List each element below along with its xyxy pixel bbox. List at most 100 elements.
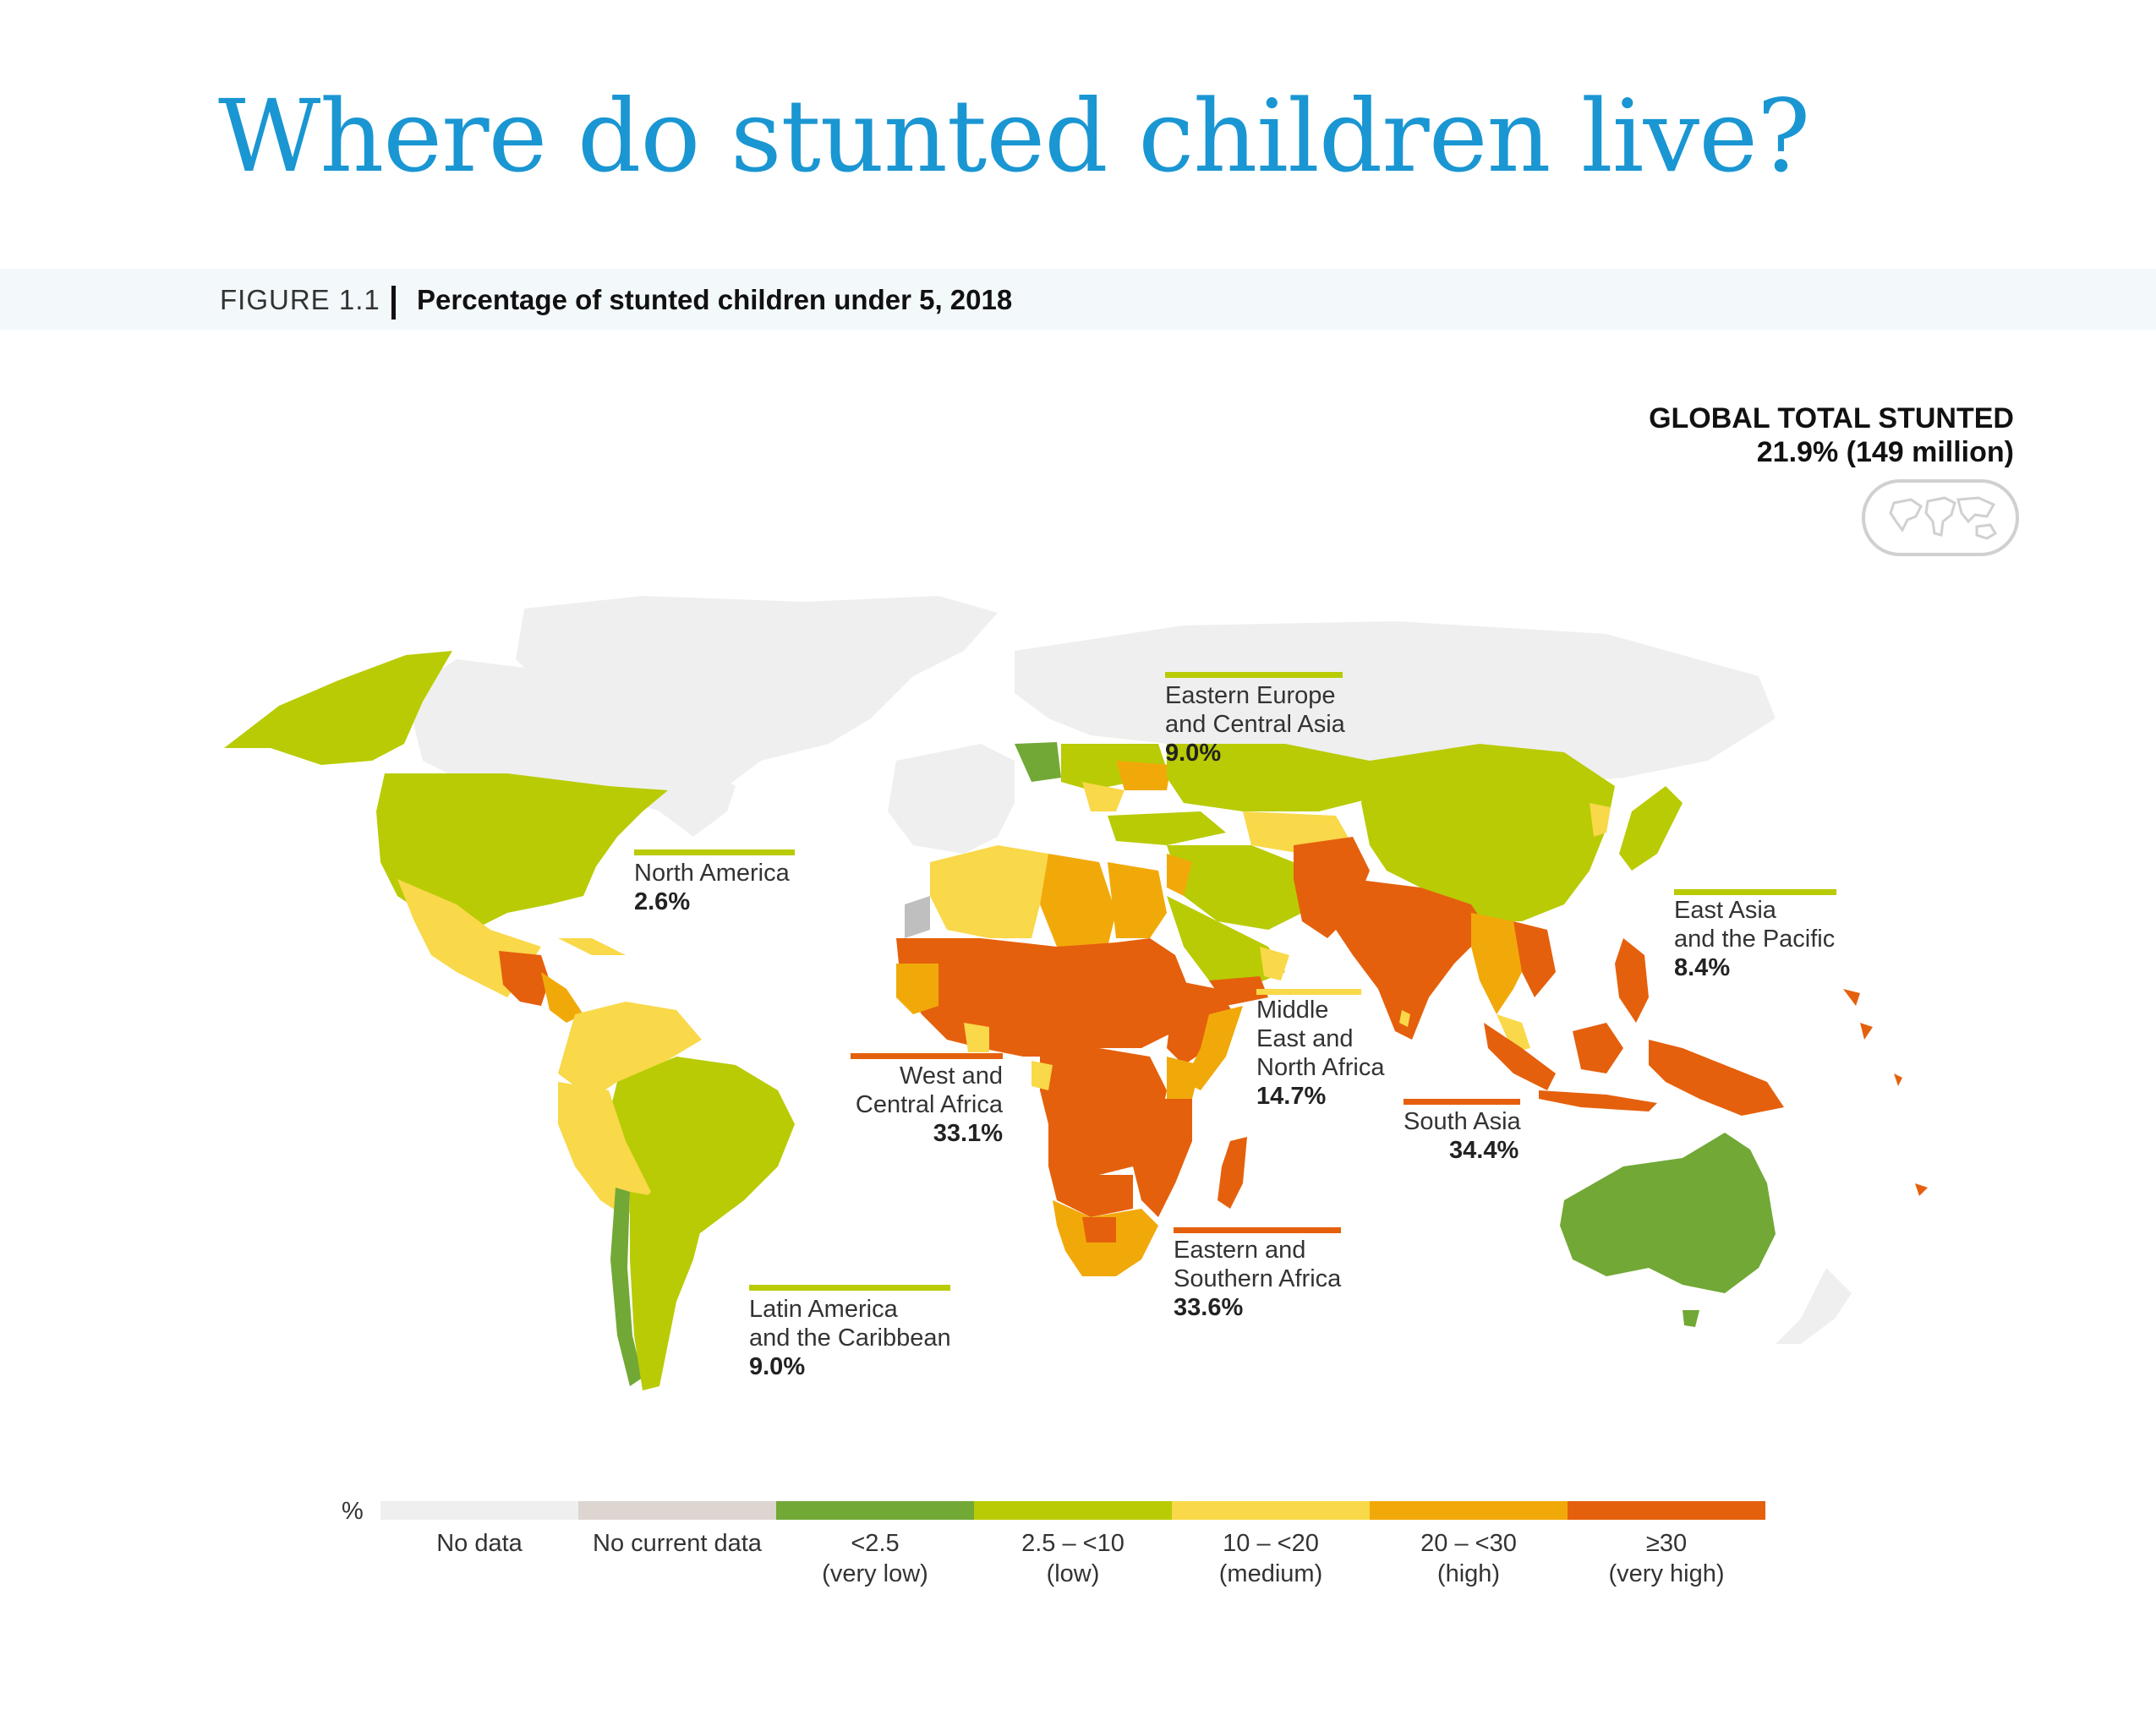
region-label-west-central-africa: West and Central Africa 33.1%: [855, 1062, 1003, 1147]
legend-label-range: <2.5: [851, 1530, 900, 1557]
map-china: [1361, 744, 1615, 921]
legend-label-class: (very high): [1608, 1560, 1725, 1587]
map-chile: [610, 1188, 643, 1386]
legend-label: 20 – <30 (high): [1370, 1528, 1568, 1589]
legend-label-range: No current data: [593, 1530, 762, 1557]
region-bar-north-america: [634, 849, 795, 855]
region-bar-south-asia: [1404, 1099, 1520, 1105]
legend-swatch: [1370, 1501, 1568, 1520]
map-horn-africa: [1167, 980, 1234, 1065]
map-europe-central: [1015, 742, 1061, 782]
map-borneo: [1573, 1023, 1623, 1073]
map-philippines: [1615, 938, 1649, 1023]
global-total-value: 21.9% (149 million): [1756, 436, 2014, 468]
map-turkey: [1108, 811, 1226, 845]
map-angola-zambia: [1048, 1124, 1133, 1217]
map-alaska: [224, 651, 452, 765]
map-botswana: [1082, 1217, 1116, 1243]
legend-swatch: [974, 1501, 1172, 1520]
legend-label: No current data: [578, 1528, 776, 1559]
region-label-eastern-europe-central-asia: Eastern Europe and Central Asia 9.0%: [1165, 682, 1345, 767]
region-bar-west-central-africa: [851, 1053, 1003, 1059]
legend-label-range: 10 – <20: [1223, 1530, 1319, 1557]
map-ukraine: [1116, 761, 1171, 790]
region-bar-eastern-europe: [1165, 672, 1343, 678]
world-map-badge-icon: [1862, 479, 2019, 556]
map-sahel: [896, 938, 1192, 1057]
legend-unit: %: [342, 1498, 364, 1525]
map-vietnam-laos: [1513, 921, 1556, 997]
legend-swatch: [578, 1501, 776, 1520]
legend-swatch: [1172, 1501, 1370, 1520]
map-gabon: [1031, 1061, 1053, 1090]
map-egypt: [1108, 862, 1167, 938]
map-pacific-islands: [1843, 989, 1928, 1196]
global-total-title: GLOBAL TOTAL STUNTED: [1649, 402, 2014, 434]
map-peru-bolivia: [558, 1082, 651, 1217]
map-central-africa: [1040, 1048, 1167, 1175]
legend-label: ≥30 (very high): [1568, 1528, 1765, 1589]
region-bar-eastern-southern-africa: [1174, 1227, 1341, 1233]
map-argentina: [630, 1192, 702, 1390]
map-usa: [376, 773, 668, 930]
region-bar-east-asia: [1674, 889, 1836, 895]
legend-label-range: No data: [436, 1530, 523, 1557]
region-label-eastern-southern-africa: Eastern and Southern Africa 33.6%: [1174, 1237, 1342, 1321]
legend-label-class: (very low): [822, 1560, 928, 1587]
map-madagascar: [1218, 1137, 1247, 1209]
map-levant: [1167, 854, 1192, 896]
map-indonesia-java: [1539, 1090, 1657, 1111]
map-ghana: [964, 1023, 989, 1052]
legend-label-range: 20 – <30: [1420, 1530, 1517, 1557]
map-sri-lanka: [1399, 1010, 1410, 1027]
page-title: Where do stunted children live?: [218, 78, 1810, 194]
region-bar-mena: [1256, 989, 1361, 995]
map-oman: [1260, 947, 1289, 980]
map-tasmania: [1683, 1310, 1699, 1327]
region-label-latin-america-caribbean: Latin America and the Caribbean 9.0%: [749, 1296, 951, 1380]
map-balkans: [1082, 782, 1125, 811]
region-label-north-america: North America 2.6%: [634, 860, 790, 915]
legend-label-class: (medium): [1218, 1560, 1323, 1587]
legend-label-class: (low): [1046, 1560, 1100, 1587]
map-australia: [1560, 1133, 1776, 1293]
figure-number: FIGURE 1.1: [220, 284, 380, 315]
map-east-africa-south: [1133, 1099, 1192, 1217]
legend-swatch: [776, 1501, 974, 1520]
map-sulawesi-png: [1649, 1040, 1784, 1116]
map-myanmar-thailand: [1471, 913, 1530, 1014]
map-japan: [1619, 786, 1683, 871]
map-north-africa-west: [930, 845, 1048, 938]
region-label-east-asia-pacific: East Asia and the Pacific 8.4%: [1674, 897, 1836, 981]
legend-label-range: ≥30: [1645, 1530, 1688, 1557]
map-kazakhstan: [1167, 744, 1387, 811]
map-central-america-south: [541, 972, 583, 1023]
region-label-south-asia: South Asia 34.4%: [1404, 1108, 1521, 1164]
map-caribbean: [558, 938, 626, 955]
legend-label-class: (high): [1436, 1560, 1501, 1587]
map-india: [1336, 879, 1488, 1040]
legend-label: 10 – <20 (medium): [1172, 1528, 1370, 1589]
map-west-africa-coast: [896, 964, 938, 1014]
region-label-middle-east-north-africa: Middle East and North Africa 14.7%: [1256, 997, 1385, 1110]
map-iran: [1167, 845, 1302, 930]
map-south-america-north: [558, 1002, 702, 1099]
map-europe-west: [888, 744, 1015, 854]
figure-caption-band: [0, 269, 2156, 330]
region-bar-latin-america: [749, 1285, 950, 1291]
legend-label: No data: [380, 1528, 578, 1559]
figure-caption: Percentage of stunted children under 5, …: [417, 284, 1013, 315]
map-saudi: [1167, 896, 1285, 989]
legend-swatch: [1568, 1501, 1765, 1520]
legend-label-range: 2.5 – <10: [1021, 1530, 1125, 1557]
map-new-zealand: [1776, 1268, 1852, 1344]
map-libya: [1040, 854, 1116, 947]
map-indonesia-sumatra: [1484, 1023, 1556, 1090]
map-central-america: [499, 951, 550, 1006]
map-western-sahara: [905, 896, 930, 938]
map-kenya: [1167, 1057, 1201, 1099]
map-malaysia: [1497, 1014, 1530, 1052]
legend-label: 2.5 – <10 (low): [974, 1528, 1172, 1589]
legend-swatch: [380, 1501, 578, 1520]
